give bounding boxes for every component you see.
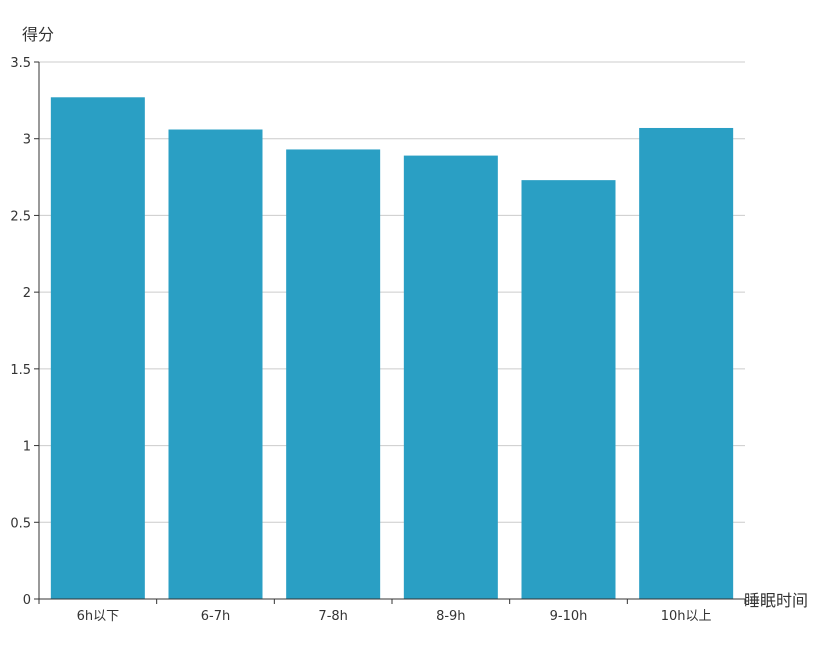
x-tick-label: 9-10h	[550, 609, 588, 624]
y-tick-label: 1	[23, 440, 31, 455]
x-tick-label: 8-9h	[436, 609, 465, 624]
x-tick-labels: 6h以下 6-7h 7-8h 8-9h 9-10h 10h以上	[38, 599, 746, 624]
x-tick-label: 6h以下	[77, 609, 120, 624]
axes	[38, 62, 745, 600]
y-tick-label: 2.5	[10, 209, 31, 224]
y-tick-label: 0	[23, 593, 31, 608]
bar-3	[286, 149, 381, 599]
y-tick-label: 3	[23, 133, 31, 148]
x-tick-label: 7-8h	[318, 609, 347, 624]
x-axis-title: 睡眠时间	[744, 591, 808, 610]
bar-5	[521, 180, 616, 599]
bar-4	[403, 155, 498, 599]
x-tick-label: 10h以上	[661, 609, 712, 624]
y-tick-labels: 0 0.5 1 1.5 2 2.5 3 3.5	[10, 56, 39, 608]
bar-2	[168, 129, 263, 599]
y-axis-title: 得分	[22, 25, 54, 44]
x-tick-label: 6-7h	[201, 609, 230, 624]
grid-lines	[39, 61, 745, 523]
y-tick-label: 3.5	[10, 56, 31, 71]
bar-6	[639, 127, 734, 599]
y-tick-label: 2	[23, 286, 31, 301]
bars	[50, 97, 734, 599]
y-tick-label: 0.5	[10, 516, 31, 531]
y-tick-label: 1.5	[10, 363, 31, 378]
bar-1	[50, 97, 145, 599]
